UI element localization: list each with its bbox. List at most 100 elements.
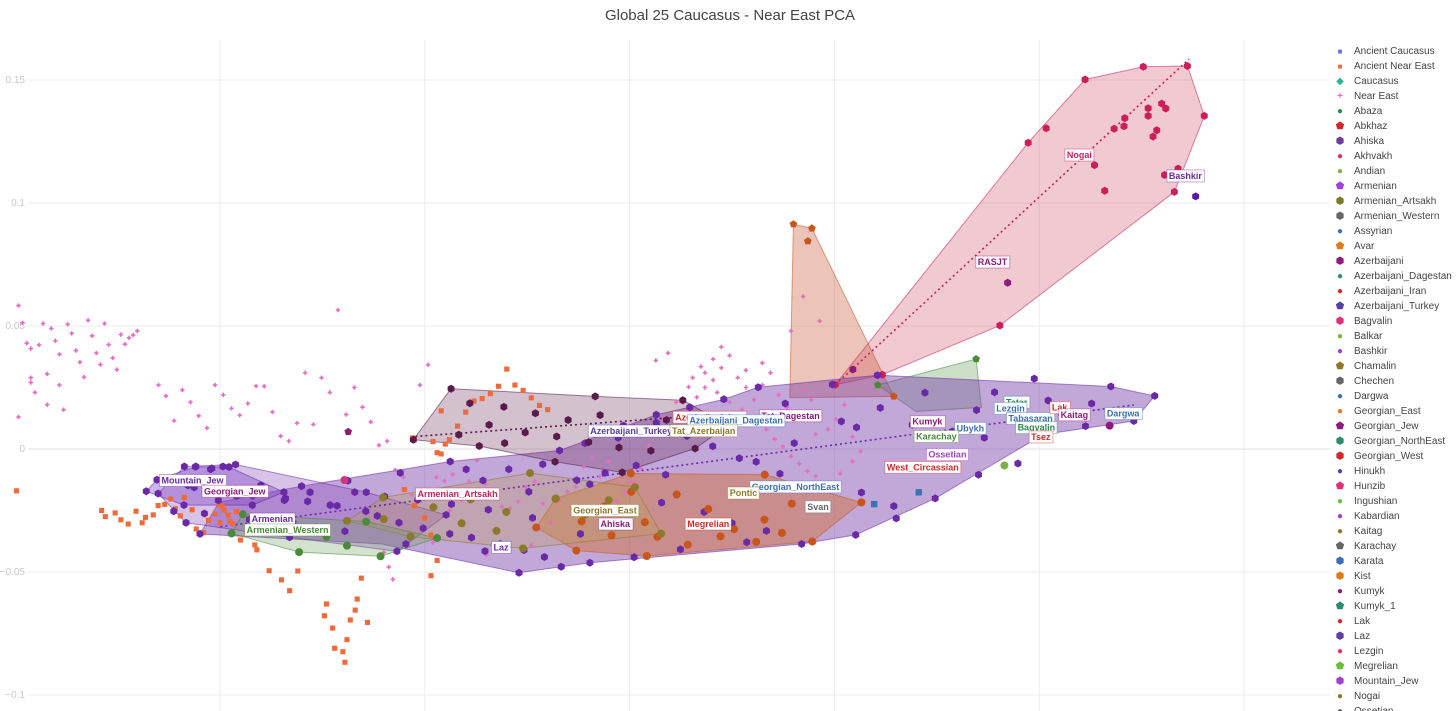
point-lezgin (341, 527, 349, 536)
near-east-point (788, 328, 794, 334)
hexagon-marker-icon: ⬢ (1335, 451, 1345, 462)
legend-item-abaza[interactable]: ● Abaza (1330, 104, 1456, 119)
legend-item-megrelian[interactable]: ⬟ Megrelian (1330, 659, 1456, 674)
near-east-point (171, 418, 177, 423)
point-lezgin (754, 383, 762, 392)
legend-item-bashkir[interactable]: ● Bashkir (1330, 344, 1456, 359)
legend-item-andian[interactable]: ● Andian (1330, 164, 1456, 179)
point-lezgin (973, 406, 980, 415)
point-mountain_jew (153, 475, 161, 484)
label-text: Tabasaran (1008, 413, 1052, 423)
legend-item-assyrian[interactable]: ● Assyrian (1330, 224, 1456, 239)
legend-item-caucasus[interactable]: ◆ Caucasus (1330, 74, 1456, 89)
near-east-point (81, 374, 87, 380)
legend-label: Nogai (1354, 691, 1381, 702)
y-tick-label: 0.15 (6, 75, 26, 86)
legend-item-bagvalin[interactable]: ⬢ Bagvalin (1330, 314, 1456, 329)
near-east-point (529, 543, 534, 548)
near-east-point (245, 401, 251, 406)
legend-item-armenian[interactable]: ⬟ Armenian (1330, 179, 1456, 194)
point-lezgin (975, 470, 982, 479)
label-ossetian: Ossetian (925, 448, 969, 462)
legend-item-ancient caucasus[interactable]: ■ Ancient Caucasus (1330, 44, 1456, 59)
legend-item-georgian_east[interactable]: ● Georgian_East (1330, 404, 1456, 419)
near-east-point (727, 353, 732, 358)
legend-item-balkar[interactable]: ● Balkar (1330, 329, 1456, 344)
point-mountain_jew (142, 487, 150, 496)
label-ahiska: Ahiska (598, 517, 634, 531)
ancient-near-east-point (295, 568, 301, 574)
near-east-point (743, 385, 749, 390)
point-lezgin (373, 511, 381, 520)
point-mountain_jew (180, 501, 188, 510)
point-lezgin (781, 399, 789, 408)
ancient-near-east-point (193, 526, 199, 532)
circle-marker-icon: ● (1336, 691, 1344, 702)
hexagon-marker-icon: ⬢ (1335, 136, 1345, 147)
legend-item-georgian_northeast[interactable]: ⬢ Georgian_NorthEast (1330, 434, 1456, 449)
near-east-point (548, 520, 554, 525)
near-east-point (65, 322, 70, 327)
legend-item-mountain_jew[interactable]: ⬢ Mountain_Jew (1330, 674, 1456, 689)
legend-item-georgian_jew[interactable]: ⬟ Georgian_Jew (1330, 419, 1456, 434)
near-east-point (813, 473, 818, 479)
near-east-point (40, 321, 46, 326)
legend-item-armenian_western[interactable]: ⬢ Armenian_Western (1330, 209, 1456, 224)
legend-item-georgian_west[interactable]: ⬢ Georgian_West (1330, 449, 1456, 464)
legend-item-dargwa[interactable]: ● Dargwa (1330, 389, 1456, 404)
legend-label: Abaza (1354, 106, 1383, 117)
legend-item-azerbaijani_iran[interactable]: ● Azerbaijani_Iran (1330, 284, 1456, 299)
near-east-point (188, 400, 193, 405)
legend-item-near east[interactable]: + Near East (1330, 89, 1456, 104)
legend-item-azerbaijani_turkey[interactable]: ⬟ Azerbaijani_Turkey (1330, 299, 1456, 314)
legend-item-kaitag[interactable]: ● Kaitag (1330, 524, 1456, 539)
label-box (954, 421, 987, 435)
legend-item-laz[interactable]: ⬢ Laz (1330, 629, 1456, 644)
label-text: Kumyk (912, 417, 943, 427)
legend-item-akhvakh[interactable]: ● Akhvakh (1330, 149, 1456, 164)
legend-item-azerbaijani_dagestan[interactable]: ● Azerbaijani_Dagestan (1330, 269, 1456, 284)
legend-item-ingushian[interactable]: ● Ingushian (1330, 494, 1456, 509)
near-east-point (196, 413, 201, 418)
point-azerbaijani (500, 402, 508, 411)
near-east-point (788, 454, 794, 459)
legend-item-ancient near east[interactable]: ■ Ancient Near East (1330, 59, 1456, 74)
hull-nogai (833, 65, 1205, 386)
ancient-near-east-point (330, 625, 336, 631)
legend-item-chechen[interactable]: ⬢ Chechen (1330, 374, 1456, 389)
plot-area[interactable]: 0.15 0.1 0.05 0 −0.05 −0.1 Nogai Bashkir RASJT A… (0, 0, 1330, 711)
legend-item-abkhaz[interactable]: ⬟ Abkhaz (1330, 119, 1456, 134)
legend-item-hinukh[interactable]: ● Hinukh (1330, 464, 1456, 479)
legend-item-ossetian[interactable]: ● Ossetian (1330, 704, 1456, 711)
legend-item-lezgin[interactable]: ● Lezgin (1330, 644, 1456, 659)
legend-item-ahiska[interactable]: ⬢ Ahiska (1330, 134, 1456, 149)
legend-item-kumyk[interactable]: ● Kumyk (1330, 584, 1456, 599)
legend-item-azerbaijani[interactable]: ⬢ Azerbaijani (1330, 254, 1456, 269)
legend-item-chamalin[interactable]: ⬟ Chamalin (1330, 359, 1456, 374)
near-east-point (702, 385, 708, 390)
legend-item-avar[interactable]: ⬟ Avar (1330, 239, 1456, 254)
legend-label: Hinukh (1354, 466, 1386, 477)
legend-item-kumyk_1[interactable]: ⬟ Kumyk_1 (1330, 599, 1456, 614)
legend-item-karata[interactable]: ⬢ Karata (1330, 554, 1456, 569)
legend-item-karachay[interactable]: ⬟ Karachay (1330, 539, 1456, 554)
point-lezgin (446, 529, 454, 538)
legend-item-hunzib[interactable]: ⬟ Hunzib (1330, 479, 1456, 494)
point-azerbaijani (409, 435, 417, 444)
legend-item-nogai[interactable]: ● Nogai (1330, 689, 1456, 704)
hexagon-marker-icon: ⬢ (1335, 316, 1345, 327)
legend-item-armenian_artsakh[interactable]: ⬢ Armenian_Artsakh (1330, 194, 1456, 209)
legend-item-lak[interactable]: ● Lak (1330, 614, 1456, 629)
near-east-point (311, 422, 316, 427)
near-east-point (24, 341, 29, 346)
legend-label: Kabardian (1354, 511, 1400, 522)
square-marker-icon: ■ (1337, 62, 1343, 71)
near-east-point (581, 464, 586, 470)
legend-label: Ahiska (1354, 136, 1385, 147)
legend-label: Chamalin (1354, 361, 1397, 372)
point-lezgin (743, 538, 751, 547)
legend-item-kist[interactable]: ⬢ Kist (1330, 569, 1456, 584)
label-tsez: Tsez (1028, 430, 1054, 444)
legend-item-kabardian[interactable]: ● Kabardian (1330, 509, 1456, 524)
label-text: Bagvalin (1018, 423, 1056, 433)
